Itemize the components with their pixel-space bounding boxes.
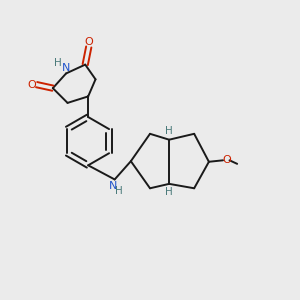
Text: H: H: [165, 187, 173, 197]
Text: H: H: [54, 58, 62, 68]
Text: O: O: [84, 37, 93, 46]
Text: H: H: [165, 126, 173, 136]
Text: N: N: [62, 63, 70, 73]
Text: O: O: [223, 155, 231, 165]
Text: O: O: [27, 80, 36, 90]
Text: H: H: [115, 186, 123, 196]
Text: N: N: [109, 181, 117, 191]
